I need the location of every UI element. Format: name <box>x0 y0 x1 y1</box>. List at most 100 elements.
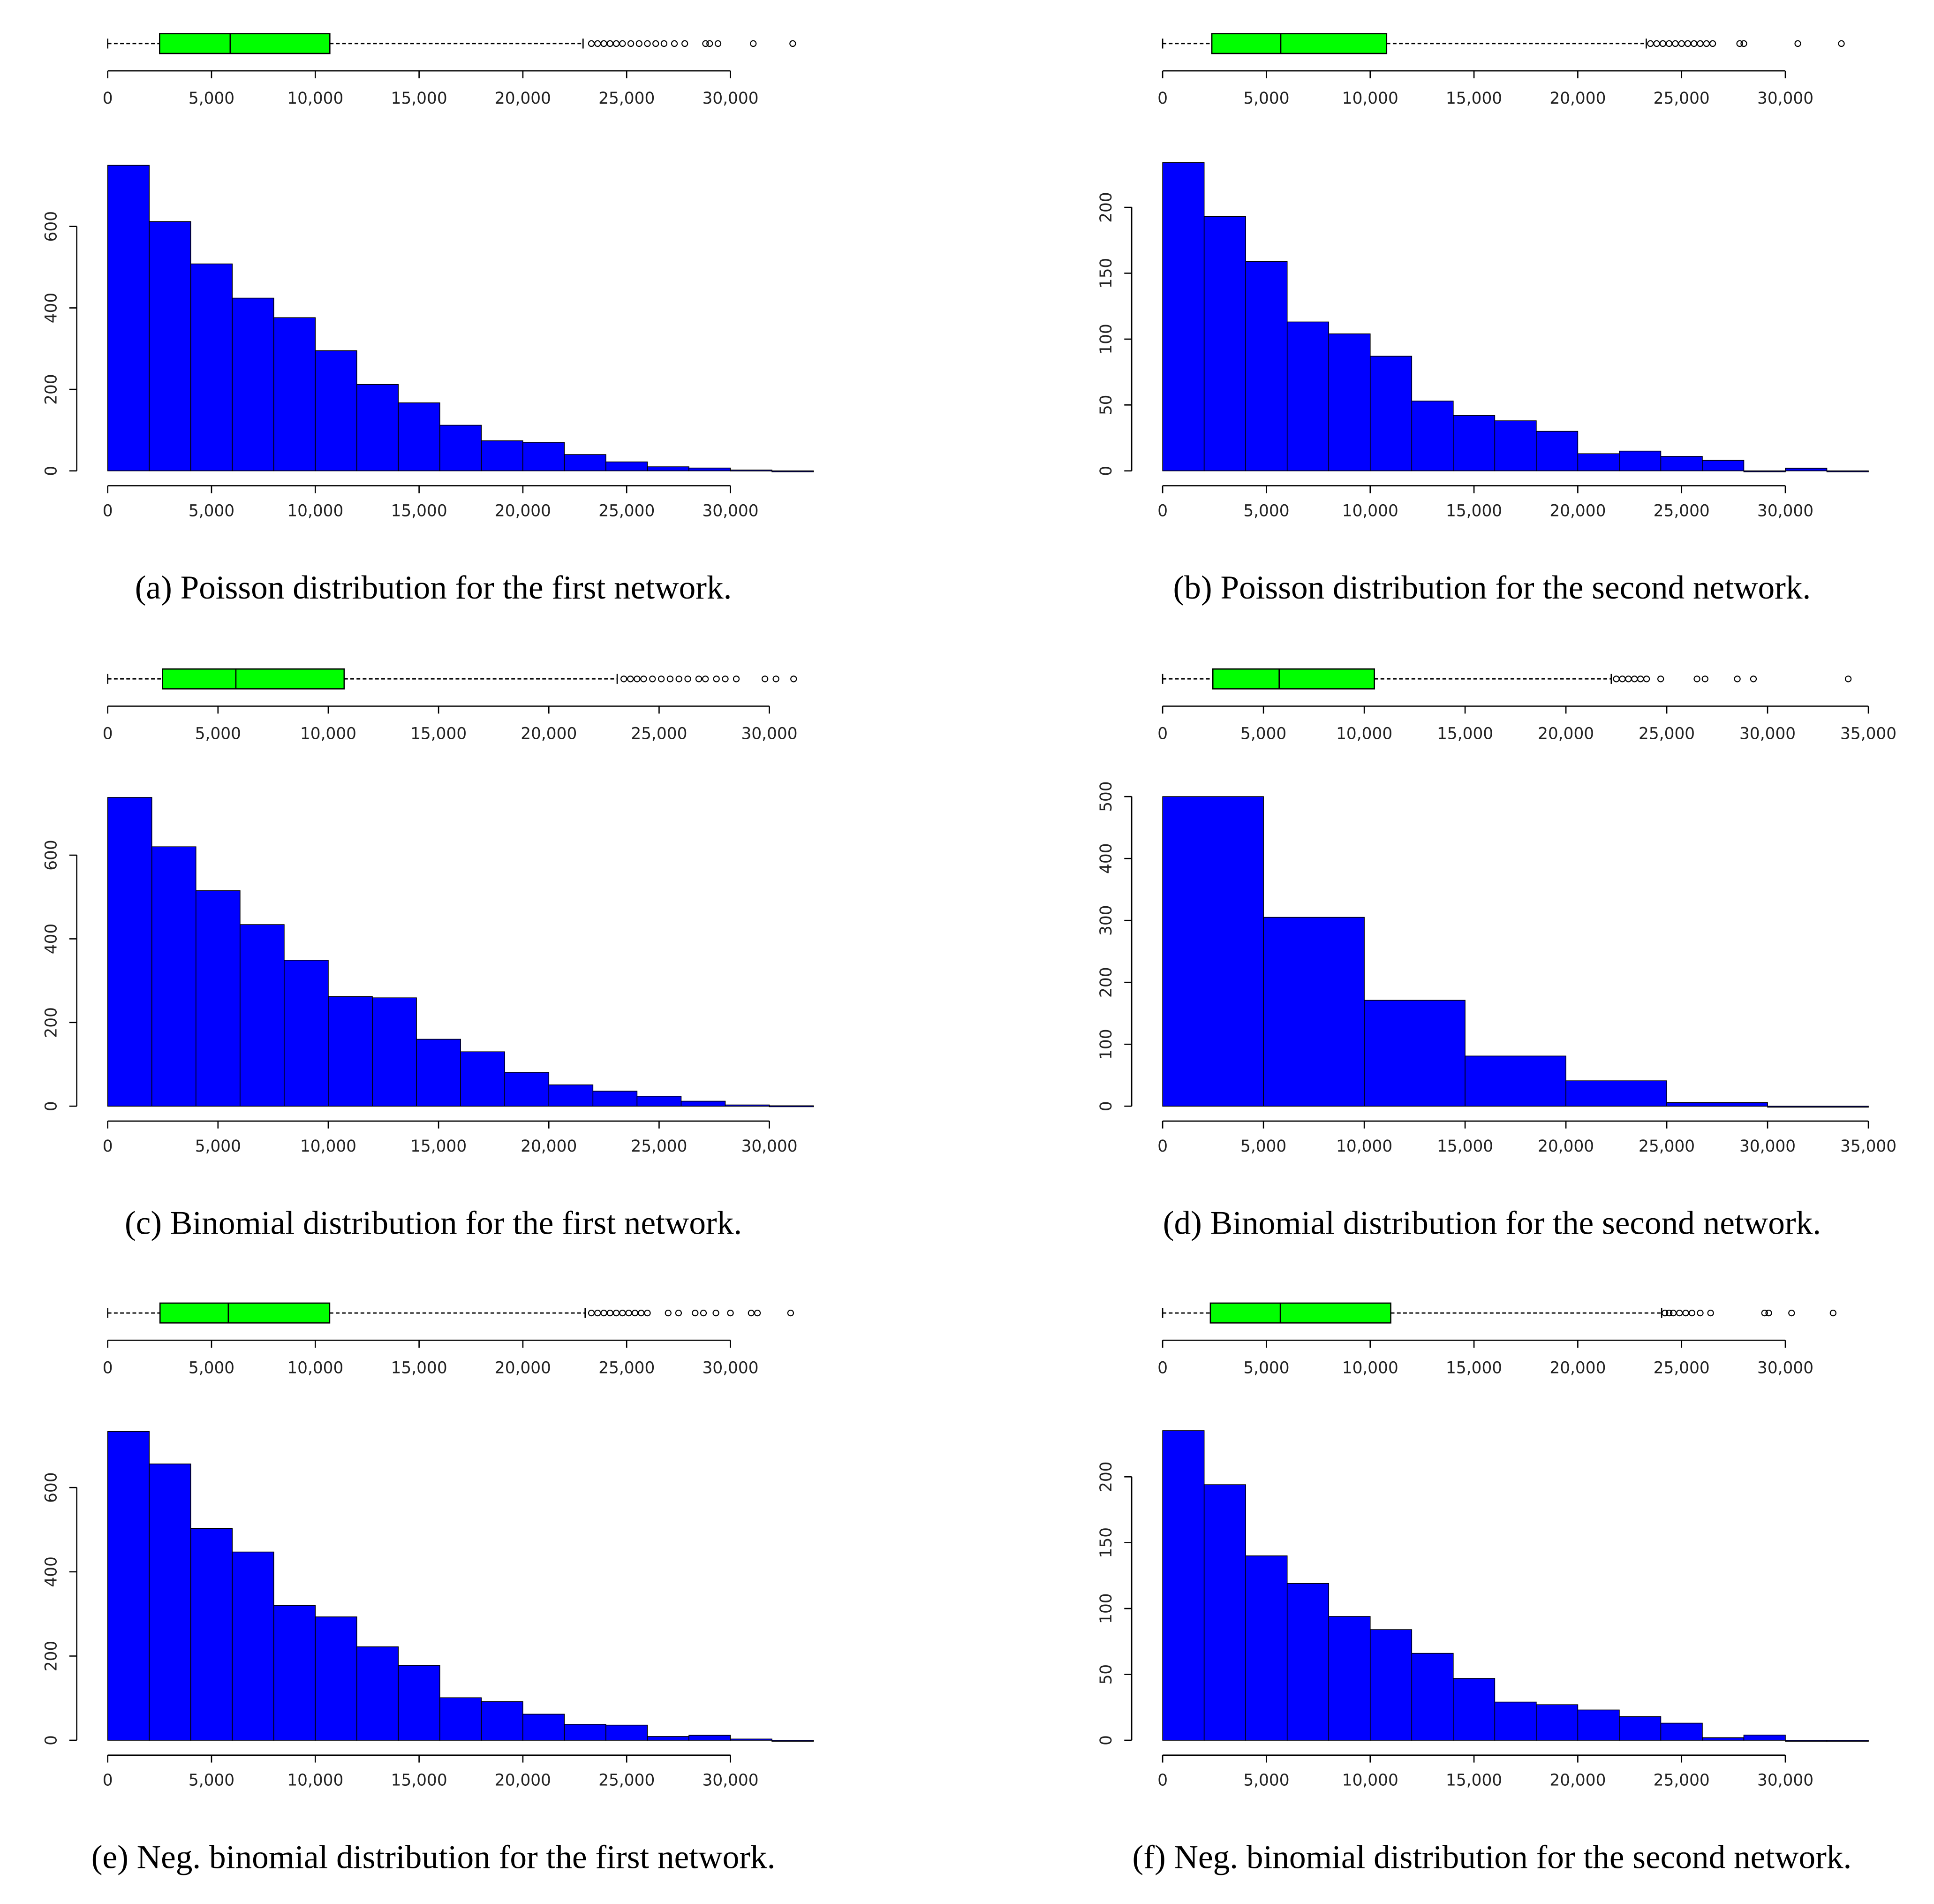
bar <box>1162 1430 1205 1741</box>
bar <box>1577 453 1620 471</box>
outlier <box>594 1309 601 1317</box>
bar <box>1453 1678 1496 1741</box>
x-tick-label: 10,000 <box>300 725 356 743</box>
x-tick-label: 10,000 <box>1342 1358 1398 1377</box>
outlier <box>588 1309 595 1317</box>
outlier <box>722 675 729 683</box>
bar <box>771 470 814 472</box>
bar <box>730 1738 772 1741</box>
x-tick-label: 30,000 <box>703 89 759 108</box>
x-tick-label: 20,000 <box>495 89 551 108</box>
outlier <box>772 675 779 683</box>
bar <box>1619 1716 1662 1741</box>
outlier <box>666 675 674 683</box>
y-tick-label: 500 <box>1097 781 1116 812</box>
bar <box>416 1039 461 1107</box>
outlier <box>750 40 757 47</box>
bar <box>1577 1709 1620 1741</box>
outlier <box>1761 1309 1768 1317</box>
y-tick-label: 600 <box>42 840 60 871</box>
outlier <box>681 40 688 47</box>
outlier <box>1659 40 1667 47</box>
bar <box>1263 917 1365 1107</box>
x-tick-label: 15,000 <box>391 1358 447 1377</box>
outlier <box>1734 675 1741 683</box>
bar <box>284 960 329 1107</box>
outlier <box>702 40 709 47</box>
outlier <box>625 1309 632 1317</box>
bar <box>1785 1740 1828 1742</box>
box <box>1211 33 1388 54</box>
bar <box>481 440 523 471</box>
x-tick-label: 30,000 <box>741 725 798 743</box>
bar <box>688 467 731 471</box>
x-tick-label: 5,000 <box>1243 1771 1289 1790</box>
y-tick-label: 200 <box>42 374 60 404</box>
bar <box>1702 460 1745 471</box>
y-tick-label: 0 <box>42 1735 60 1745</box>
bar <box>730 470 772 471</box>
y-tick-label: 100 <box>1097 1593 1116 1624</box>
bar <box>688 1735 731 1741</box>
outlier <box>695 675 703 683</box>
x-tick-label: 5,000 <box>189 501 234 520</box>
bar <box>190 263 233 471</box>
y-tick-label: 400 <box>42 293 60 324</box>
outlier <box>1693 675 1700 683</box>
outlier <box>1844 675 1852 683</box>
outlier <box>1701 675 1708 683</box>
bar <box>592 1091 638 1107</box>
outlier <box>675 675 682 683</box>
x-tick-label: 0 <box>1157 89 1168 108</box>
x-tick-label: 0 <box>103 1358 113 1377</box>
bar <box>1411 1653 1454 1741</box>
box <box>159 33 331 54</box>
outlier <box>702 675 709 683</box>
outlier <box>1736 40 1743 47</box>
x-tick-label: 0 <box>103 725 113 743</box>
x-tick-label: 5,000 <box>1240 1137 1286 1156</box>
x-tick-label: 20,000 <box>495 1771 551 1790</box>
bar <box>1743 1734 1786 1741</box>
box <box>159 1302 331 1324</box>
bar <box>1286 1583 1330 1741</box>
outlier <box>675 1309 682 1317</box>
bar <box>1619 450 1662 471</box>
caption: (d) Binomial distribution for the second… <box>1163 1205 1821 1242</box>
bar <box>1494 1701 1537 1741</box>
y-tick-label: 200 <box>42 1007 60 1038</box>
outlier <box>684 675 691 683</box>
outlier <box>748 1309 755 1317</box>
outlier <box>594 40 601 47</box>
outlier <box>1653 40 1660 47</box>
x-tick-label: 15,000 <box>1437 725 1493 743</box>
box <box>162 668 345 690</box>
outlier <box>1688 1309 1695 1317</box>
x-tick-label: 10,000 <box>1342 501 1398 520</box>
bar <box>460 1051 506 1107</box>
bar <box>1245 261 1288 471</box>
x-tick-label: 30,000 <box>1757 1771 1813 1790</box>
bar <box>232 1551 274 1741</box>
y-tick-label: 200 <box>1097 1461 1116 1492</box>
x-tick-label: 25,000 <box>598 89 655 108</box>
bar <box>1666 1102 1768 1107</box>
panel: 0 5,000 10,000 15,000 20,000 25,000 30,000 0 5,0… <box>1097 1302 1869 1875</box>
bar <box>356 1646 399 1741</box>
bar <box>232 297 274 471</box>
outlier <box>1829 1309 1836 1317</box>
x-tick-label: 5,000 <box>189 1358 234 1377</box>
outlier <box>657 675 665 683</box>
bar <box>1162 162 1205 471</box>
x-tick-label: 35,000 <box>1840 725 1896 743</box>
x-tick-label: 30,000 <box>1757 501 1813 520</box>
bar <box>1702 1737 1745 1741</box>
x-tick-label: 15,000 <box>1446 1771 1502 1790</box>
x-tick-label: 10,000 <box>1336 725 1392 743</box>
bar <box>1328 333 1371 471</box>
bar <box>1245 1555 1288 1741</box>
outlier <box>1697 1309 1704 1317</box>
bar <box>771 1740 814 1742</box>
bar <box>769 1105 814 1108</box>
outlier <box>612 1309 620 1317</box>
